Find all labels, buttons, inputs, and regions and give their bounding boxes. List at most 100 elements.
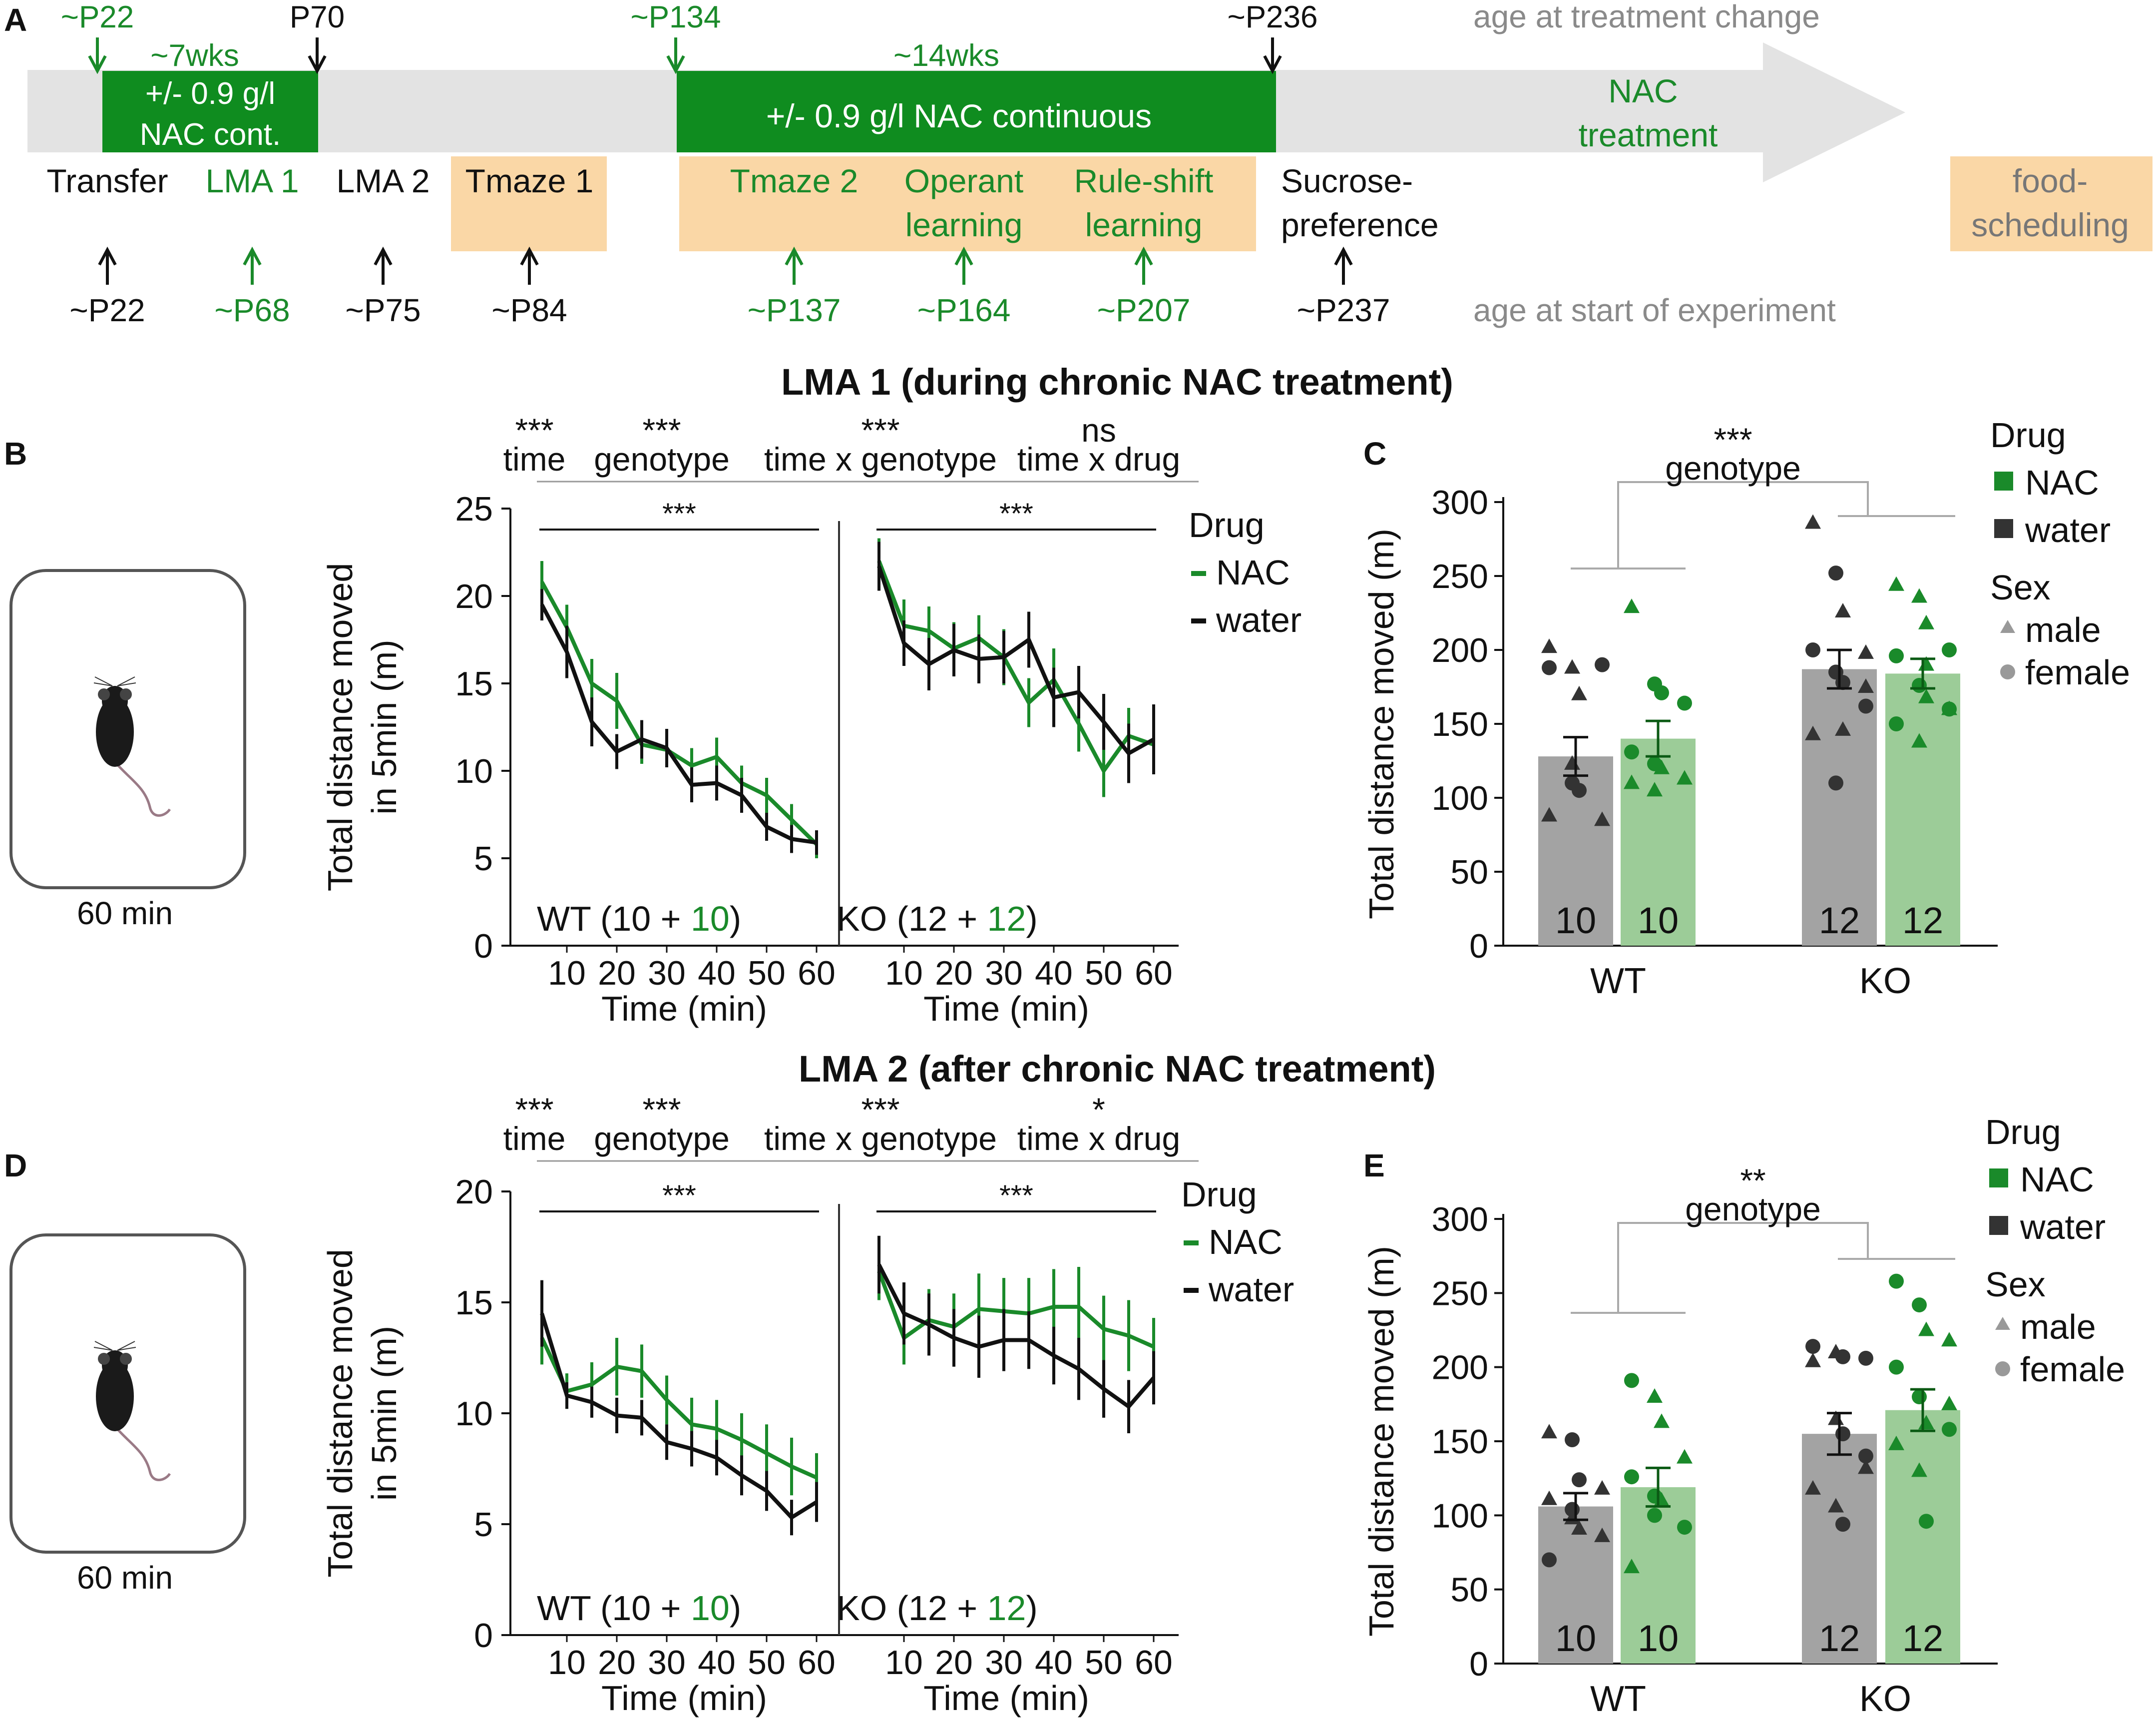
y-axis-label-line1: Total distance moved bbox=[321, 563, 360, 892]
x-tick-label: 10 bbox=[548, 954, 586, 992]
y-tick-label: 200 bbox=[1432, 631, 1488, 669]
x-tick-label: 50 bbox=[1085, 954, 1123, 992]
group-label-n-nac: 10 bbox=[691, 1589, 730, 1628]
y-axis-label-line2: in 5min (m) bbox=[365, 639, 404, 814]
significance-stars: ** bbox=[1740, 1162, 1765, 1199]
legend-male-triangle-icon bbox=[2000, 620, 2015, 633]
panel-a-label: A bbox=[4, 2, 27, 38]
data-point-female bbox=[1942, 642, 1957, 657]
y-tick-label: 10 bbox=[455, 752, 493, 790]
y-tick-label: 50 bbox=[1450, 1571, 1488, 1609]
bar-group-wt-water: 10 bbox=[1538, 638, 1613, 946]
data-point-female bbox=[1835, 1517, 1850, 1532]
data-point-female bbox=[1654, 685, 1669, 700]
y-axis-label: Total distance moved (m) bbox=[1362, 1246, 1401, 1637]
x-tick-label: 50 bbox=[748, 1644, 786, 1682]
significance-stars: *** bbox=[662, 1179, 696, 1212]
y-tick-label: 300 bbox=[1432, 1200, 1488, 1238]
legend-swatch-nac bbox=[1989, 1168, 2008, 1187]
category-label-ko: KO bbox=[1859, 1679, 1911, 1719]
data-point-female bbox=[1624, 1373, 1639, 1388]
panel-c-label: C bbox=[1363, 436, 1386, 472]
bar-group-ko-water: 12 bbox=[1802, 514, 1877, 946]
significance-stars: *** bbox=[662, 498, 696, 530]
data-point-female bbox=[1595, 657, 1610, 672]
data-point-female bbox=[1805, 642, 1820, 657]
x-tick-label: 60 bbox=[1135, 954, 1173, 992]
x-axis-label: Time (min) bbox=[923, 989, 1089, 1028]
data-point-male bbox=[1594, 1527, 1610, 1542]
x-tick-label: 30 bbox=[648, 1644, 686, 1682]
age-label-top: ~P22 bbox=[61, 0, 134, 34]
panel-a: A +/- 0.9 g/l NAC cont. +/- 0.9 g/l NAC … bbox=[4, 0, 2153, 328]
significance-stars: *** bbox=[999, 1179, 1033, 1212]
line-chart-lma2: ***time***genotype***time x genotype*tim… bbox=[321, 1091, 1294, 1718]
legend-sex-label-male: male bbox=[2020, 1307, 2096, 1346]
experiment-label: Rule-shift bbox=[1074, 162, 1214, 199]
series-nac bbox=[540, 1311, 818, 1502]
data-point-female bbox=[1912, 678, 1927, 693]
arena-box bbox=[9, 1233, 246, 1554]
age-treatment-change-label: age at treatment change bbox=[1473, 0, 1820, 34]
experiment-label: learning bbox=[1085, 206, 1203, 243]
y-tick-label: 0 bbox=[1469, 1645, 1488, 1683]
data-point-male bbox=[1828, 1498, 1844, 1513]
series-line bbox=[540, 1337, 818, 1480]
x-tick-label: 50 bbox=[1085, 1644, 1123, 1682]
data-point-male bbox=[1835, 721, 1851, 736]
data-point-male bbox=[1624, 774, 1640, 789]
mouse-icon bbox=[93, 1341, 171, 1481]
experiment-label: scheduling bbox=[1971, 206, 2129, 243]
stat-term: genotype bbox=[594, 1120, 730, 1157]
significance-stars: *** bbox=[1714, 421, 1752, 458]
age-label-top: ~P134 bbox=[630, 0, 721, 34]
data-point-female bbox=[1889, 1273, 1904, 1289]
significance-term: genotype bbox=[1685, 1190, 1821, 1227]
group-label-suffix: ) bbox=[730, 899, 741, 938]
x-axis-label: Time (min) bbox=[601, 1679, 767, 1718]
nac-box-2-text: +/- 0.9 g/l NAC continuous bbox=[766, 97, 1152, 134]
data-point-female bbox=[1542, 1552, 1557, 1568]
bar-n-label: 12 bbox=[1819, 900, 1860, 941]
bar-n-label: 12 bbox=[1902, 1618, 1943, 1659]
x-tick-label: 60 bbox=[1135, 1644, 1173, 1682]
x-tick-label: 40 bbox=[698, 1644, 736, 1682]
stat-stars: *** bbox=[642, 1091, 681, 1128]
data-point-male bbox=[1594, 811, 1610, 826]
data-point-male bbox=[1564, 659, 1580, 674]
panel-d-label: D bbox=[4, 1148, 27, 1183]
panel-b-label: B bbox=[4, 436, 27, 472]
nac-box-1-line2: NAC cont. bbox=[140, 117, 281, 152]
y-tick-label: 20 bbox=[455, 1173, 493, 1211]
series-nac bbox=[540, 561, 818, 858]
data-point-female bbox=[1565, 1432, 1580, 1448]
category-label-wt: WT bbox=[1590, 961, 1646, 1001]
data-point-male bbox=[1677, 1449, 1693, 1464]
y-axis-label-line1: Total distance moved bbox=[321, 1249, 360, 1578]
data-point-female bbox=[1858, 1350, 1873, 1366]
group-label-n-nac: 12 bbox=[987, 899, 1026, 938]
y-tick-label: 15 bbox=[455, 665, 493, 703]
group-label-prefix: KO (12 + bbox=[837, 1589, 987, 1628]
data-point-female bbox=[1677, 1520, 1692, 1535]
x-tick-label: 10 bbox=[548, 1644, 586, 1682]
age-label-top: P70 bbox=[290, 0, 345, 34]
data-point-male bbox=[1918, 614, 1934, 629]
series-line bbox=[877, 1263, 1156, 1410]
x-tick-label: 60 bbox=[798, 1644, 836, 1682]
significance-bracket bbox=[1571, 481, 1955, 570]
x-tick-label: 60 bbox=[798, 954, 836, 992]
data-point-male bbox=[1624, 1559, 1640, 1574]
legend-male-triangle-icon bbox=[1995, 1317, 2010, 1330]
arena-1: 60 min bbox=[9, 569, 246, 931]
series-water bbox=[540, 589, 818, 855]
stat-term: time x drug bbox=[1017, 1120, 1180, 1157]
data-point-female bbox=[1889, 648, 1904, 663]
data-point-male bbox=[1941, 1395, 1957, 1410]
tmaze1-box bbox=[451, 156, 607, 251]
arrow-up-icon bbox=[1134, 246, 1153, 266]
arrow-down-icon bbox=[88, 55, 107, 74]
bar-n-label: 10 bbox=[1555, 900, 1596, 941]
stat-term: genotype bbox=[594, 441, 730, 478]
legend-sex-label-male: male bbox=[2025, 610, 2101, 649]
